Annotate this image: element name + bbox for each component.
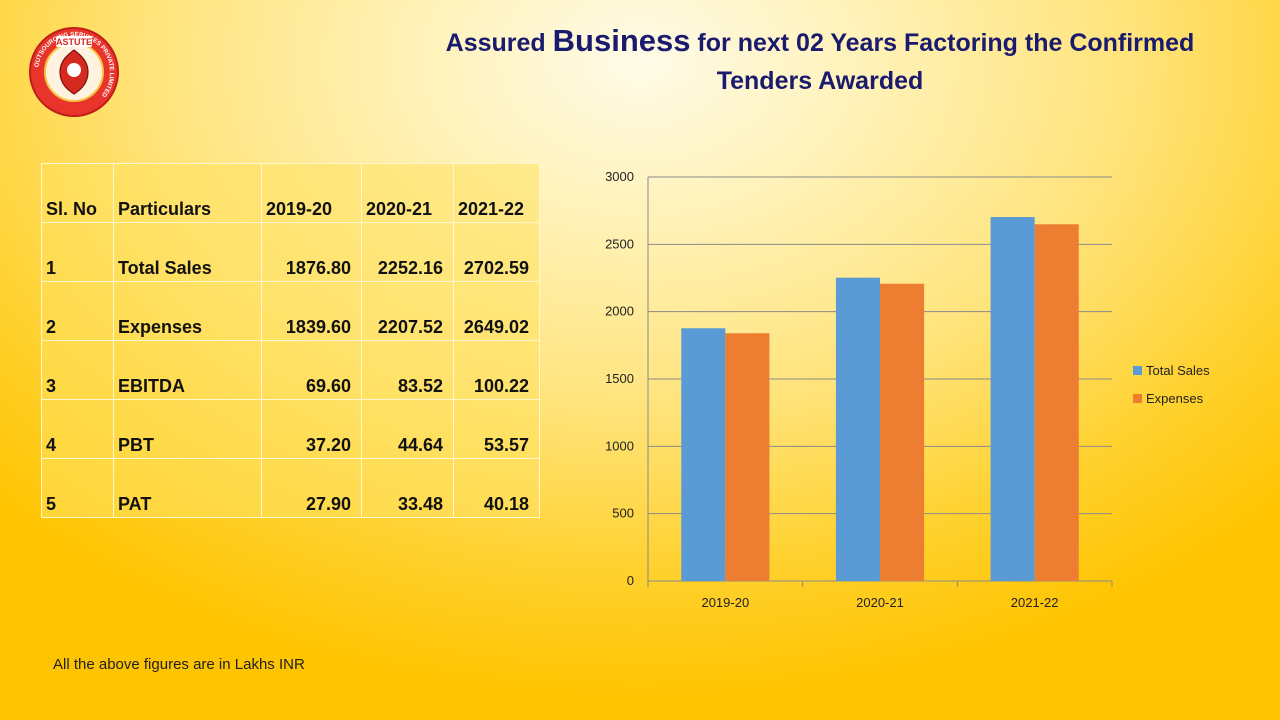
- table-cell: 2207.52: [361, 281, 454, 341]
- bar-total-sales: [681, 328, 726, 581]
- logo-wordmark: ASTUTE: [56, 37, 92, 47]
- footnote: All the above figures are in Lakhs INR: [53, 656, 305, 673]
- table-cell: 1: [41, 222, 114, 282]
- table-cell: 40.18: [453, 458, 540, 518]
- table-cell: EBITDA: [113, 340, 262, 400]
- bar-expenses: [880, 283, 925, 581]
- table-cell: 5: [41, 458, 114, 518]
- y-tick-label: 0: [627, 573, 634, 588]
- y-tick-label: 500: [612, 506, 634, 521]
- y-tick-label: 2000: [605, 304, 634, 319]
- table-cell: 1876.80: [261, 222, 362, 282]
- header-cell: Particulars: [113, 163, 262, 223]
- header-cell: 2020-21: [361, 163, 454, 223]
- title-line-2: Tenders Awarded: [716, 67, 924, 95]
- sales-expenses-bar-chart: 0 500 1000 1500 2000 2500 3000 2019-20 2020-21 20…: [605, 169, 1210, 610]
- table-cell: 1839.60: [261, 281, 362, 341]
- header-cell: 2019-20: [261, 163, 362, 223]
- table-cell: 2702.59: [453, 222, 540, 282]
- bar-total-sales: [990, 217, 1035, 581]
- table-cell: PAT: [113, 458, 262, 518]
- x-tick-label: 2019-20: [701, 595, 749, 610]
- table-header-row: Sl. No Particulars 2019-20 2020-21 2021-…: [41, 163, 540, 223]
- table-row: 4 PBT 37.20 44.64 53.57: [41, 399, 540, 459]
- table-row: 1 Total Sales 1876.80 2252.16 2702.59: [41, 222, 540, 282]
- x-tick-label: 2020-21: [856, 595, 904, 610]
- table-cell: 27.90: [261, 458, 362, 518]
- legend-label: Expenses: [1146, 391, 1204, 406]
- table-cell: 100.22: [453, 340, 540, 400]
- header-cell: Sl. No: [41, 163, 114, 223]
- title-part-2: for next 02 Years Factoring the Confirme…: [690, 29, 1195, 57]
- title-emphasis: Business: [552, 23, 691, 58]
- table-row: 5 PAT 27.90 33.48 40.18: [41, 458, 540, 518]
- table-cell: 44.64: [361, 399, 454, 459]
- table-cell: 37.20: [261, 399, 362, 459]
- y-tick-label: 1500: [605, 371, 634, 386]
- slide-title: Assured Business for next 02 Years Facto…: [400, 22, 1240, 100]
- table-cell: 33.48: [361, 458, 454, 518]
- title-part-1: Assured: [445, 29, 553, 57]
- company-logo: OUTSOURCING SERVICES PRIVATE LIMITED AST…: [29, 27, 119, 117]
- table-cell: Total Sales: [113, 222, 262, 282]
- table-cell: 69.60: [261, 340, 362, 400]
- y-tick-label: 1000: [605, 438, 634, 453]
- bar-expenses: [725, 333, 770, 581]
- legend-label: Total Sales: [1146, 363, 1210, 378]
- table-cell: Expenses: [113, 281, 262, 341]
- legend-swatch: [1133, 366, 1142, 375]
- legend-swatch: [1133, 394, 1142, 403]
- bar-total-sales: [835, 277, 880, 581]
- table-cell: 53.57: [453, 399, 540, 459]
- x-tick-label: 2021-22: [1011, 595, 1059, 610]
- financials-table: Sl. No Particulars 2019-20 2020-21 2021-…: [41, 163, 540, 518]
- bar-expenses: [1034, 224, 1079, 581]
- header-cell: 2021-22: [453, 163, 540, 223]
- table-cell: 4: [41, 399, 114, 459]
- table-cell: 2649.02: [453, 281, 540, 341]
- table-cell: 2: [41, 281, 114, 341]
- table-cell: PBT: [113, 399, 262, 459]
- table-cell: 2252.16: [361, 222, 454, 282]
- table-cell: 83.52: [361, 340, 454, 400]
- table-row: 3 EBITDA 69.60 83.52 100.22: [41, 340, 540, 400]
- table-row: 2 Expenses 1839.60 2207.52 2649.02: [41, 281, 540, 341]
- table-cell: 3: [41, 340, 114, 400]
- y-tick-label: 3000: [605, 169, 634, 184]
- y-tick-label: 2500: [605, 236, 634, 251]
